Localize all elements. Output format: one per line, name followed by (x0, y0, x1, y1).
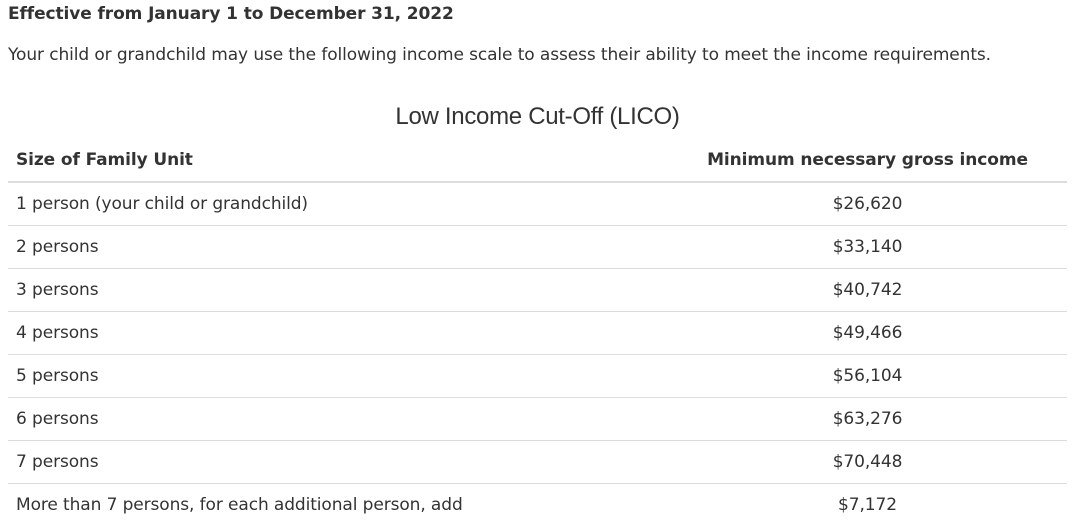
table-header-row: Size of Family Unit Minimum necessary gr… (8, 139, 1067, 183)
header-min-income: Minimum necessary gross income (668, 139, 1067, 183)
income-cell: $33,140 (668, 225, 1067, 269)
family-size-cell: More than 7 persons, for each additional… (16, 495, 463, 515)
income-cell: $26,620 (668, 182, 1067, 226)
table-row: 5 persons $56,104 (8, 354, 1067, 398)
intro-paragraph: Your child or grandchild may use the fol… (8, 45, 991, 65)
family-size-cell: 7 persons (8, 440, 668, 484)
table-row: 2 persons $33,140 (8, 225, 1067, 269)
income-cell: $7,172 (838, 495, 897, 515)
income-cell: $40,742 (668, 268, 1067, 312)
family-size-cell: 6 persons (8, 397, 668, 441)
income-cell: $63,276 (668, 397, 1067, 441)
family-size-cell: 2 persons (8, 225, 668, 269)
table-row: 4 persons $49,466 (8, 311, 1067, 355)
lico-table: Size of Family Unit Minimum necessary gr… (8, 139, 1067, 526)
table-row: 7 persons $70,448 (8, 440, 1067, 484)
income-cell: $49,466 (668, 311, 1067, 355)
table-row: 6 persons $63,276 (8, 397, 1067, 441)
family-size-cell: 3 persons (8, 268, 668, 312)
family-size-cell: 1 person (your child or grandchild) (8, 182, 668, 226)
table-row: 3 persons $40,742 (8, 268, 1067, 312)
effective-date-heading: Effective from January 1 to December 31,… (8, 4, 454, 24)
family-size-cell: 4 persons (8, 311, 668, 355)
table-row: More than 7 persons, for each additional… (8, 484, 1067, 527)
income-cell: $56,104 (668, 354, 1067, 398)
income-cell: $70,448 (668, 440, 1067, 484)
header-family-size: Size of Family Unit (8, 139, 668, 183)
table-row: 1 person (your child or grandchild) $26,… (8, 182, 1067, 226)
table-caption: Low Income Cut-Off (LICO) (395, 103, 680, 130)
family-size-cell: 5 persons (8, 354, 668, 398)
